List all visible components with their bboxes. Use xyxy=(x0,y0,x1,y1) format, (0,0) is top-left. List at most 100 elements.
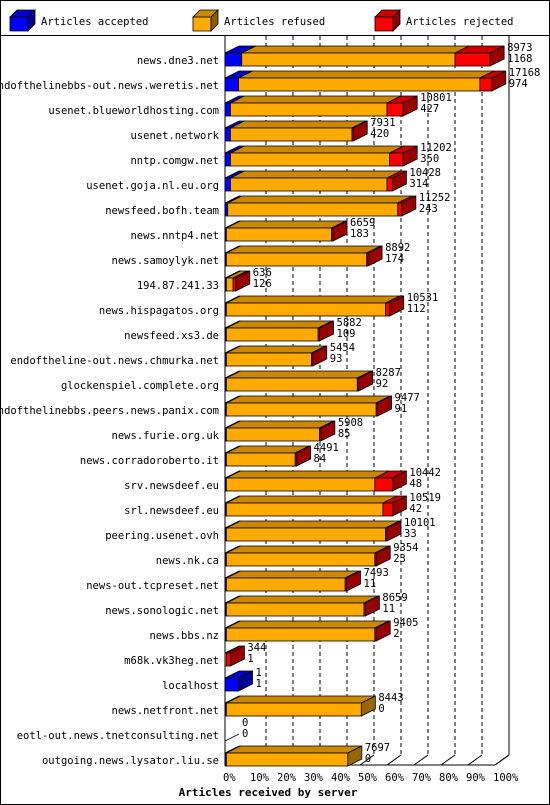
bar-side xyxy=(391,470,407,492)
bar-side xyxy=(375,545,391,567)
bar-side xyxy=(332,220,348,242)
server-bar xyxy=(224,470,407,492)
server-name: news.nntp4.net xyxy=(130,230,219,242)
chart-legend: Articles accepted Articles refused Article… xyxy=(0,9,550,36)
bar-side xyxy=(489,45,505,67)
bar-side xyxy=(229,645,245,667)
bar-side xyxy=(402,145,418,167)
x-axis: 0% 10% 20% 30% 40% 50% 60% 70% 80% 90% 100% xyxy=(223,772,519,784)
bar-segment xyxy=(224,52,243,67)
bar-side xyxy=(491,70,507,92)
legend-item: Articles accepted xyxy=(9,9,148,32)
server-name: endoftheline-out.news.chmurka.net xyxy=(10,355,219,367)
server-bar xyxy=(224,670,253,692)
server-name: news.sonologic.net xyxy=(105,605,219,617)
x-tick-label: 100% xyxy=(493,772,519,784)
value-total: 7493 xyxy=(364,567,389,579)
bar-side xyxy=(358,370,374,392)
bar-segment xyxy=(232,277,237,292)
bar-side xyxy=(391,170,407,192)
bar-top xyxy=(238,70,495,79)
x-tick-label: 40% xyxy=(331,772,351,784)
bar-segment xyxy=(225,402,377,417)
bar-top xyxy=(226,595,379,604)
server-bar xyxy=(224,120,368,142)
value-rejected: 109 xyxy=(337,328,356,340)
bar-side xyxy=(402,95,418,117)
value-total: 8892 xyxy=(385,242,410,254)
value-total: 17168 xyxy=(509,67,541,79)
value-rejected: 1 xyxy=(256,678,262,690)
value-rejected: 0 xyxy=(365,753,371,765)
server-name: peering.usenet.ovh xyxy=(105,530,219,542)
bar-segment xyxy=(225,577,346,592)
bar-side xyxy=(389,295,405,317)
bar-side xyxy=(235,270,251,292)
bar-segment xyxy=(225,552,376,567)
bar-top xyxy=(226,420,334,429)
server-bar xyxy=(224,620,391,642)
bar-top xyxy=(226,470,390,479)
grid-depth-line xyxy=(386,754,402,766)
bar-segment xyxy=(224,677,239,692)
grid-depth-line xyxy=(467,754,483,766)
bar-segment xyxy=(225,377,358,392)
value-rejected: 92 xyxy=(376,378,389,390)
value-rejected: 91 xyxy=(395,403,408,415)
value-total: 6659 xyxy=(350,217,375,229)
bar-segment xyxy=(397,202,403,217)
server-bar xyxy=(224,345,328,367)
server-bar xyxy=(224,220,348,242)
server-name: outgoing.news.lysator.liu.se xyxy=(42,755,219,767)
server-bar xyxy=(224,370,374,392)
bar-segment xyxy=(225,277,234,292)
value-rejected: 11 xyxy=(382,603,395,615)
value-rejected: 427 xyxy=(420,103,439,115)
bar-top xyxy=(226,695,376,704)
bar-top xyxy=(226,345,326,354)
bar-segment xyxy=(224,102,231,117)
value-total: 10101 xyxy=(404,517,436,529)
bar-top xyxy=(230,145,404,154)
bar-top xyxy=(230,95,402,104)
value-rejected: 84 xyxy=(314,453,327,465)
value-total: 5882 xyxy=(337,317,362,329)
value-rejected: 183 xyxy=(350,228,369,240)
server-name: endofthelinebbs-out.news.weretis.net xyxy=(0,80,219,92)
bar-segment xyxy=(225,452,296,467)
value-rejected: 1168 xyxy=(507,53,532,65)
bar-top xyxy=(226,745,363,754)
bar-segment xyxy=(385,302,391,317)
value-rejected: 23 xyxy=(393,553,406,565)
bar-segment xyxy=(229,102,388,117)
value-rejected: 420 xyxy=(370,128,389,140)
bar-side xyxy=(352,120,368,142)
legend-swatch-side xyxy=(27,9,36,32)
legend-label: Articles refused xyxy=(224,16,325,28)
server-bar xyxy=(224,570,361,592)
server-bar xyxy=(224,45,505,67)
server-name: usenet.blueworldhosting.com xyxy=(48,105,219,117)
server-name: srv.newsdeef.eu xyxy=(124,480,219,492)
bar-segment xyxy=(389,152,404,167)
bar-segment xyxy=(225,502,384,517)
bar-segment xyxy=(225,527,387,542)
server-bar xyxy=(224,495,407,517)
bar-top xyxy=(226,520,400,529)
bar-segment xyxy=(225,227,333,242)
server-name: newsfeed.xs3.de xyxy=(124,330,219,342)
server-name: news.samoylyk.net xyxy=(112,255,219,267)
server-name: eotl-out.news.tnetconsulting.net xyxy=(17,730,219,742)
value-rejected: 126 xyxy=(253,278,272,290)
value-rejected: 48 xyxy=(409,478,422,490)
value-total: 1 xyxy=(256,667,262,679)
bar-side xyxy=(386,520,402,542)
bar-segment xyxy=(225,752,349,767)
bar-side xyxy=(401,195,417,217)
bar-top xyxy=(227,195,412,204)
bar-top xyxy=(226,545,390,554)
value-rejected: 112 xyxy=(407,303,426,315)
bar-top xyxy=(226,245,381,254)
value-total: 4491 xyxy=(314,442,339,454)
value-total: 11252 xyxy=(419,192,451,204)
